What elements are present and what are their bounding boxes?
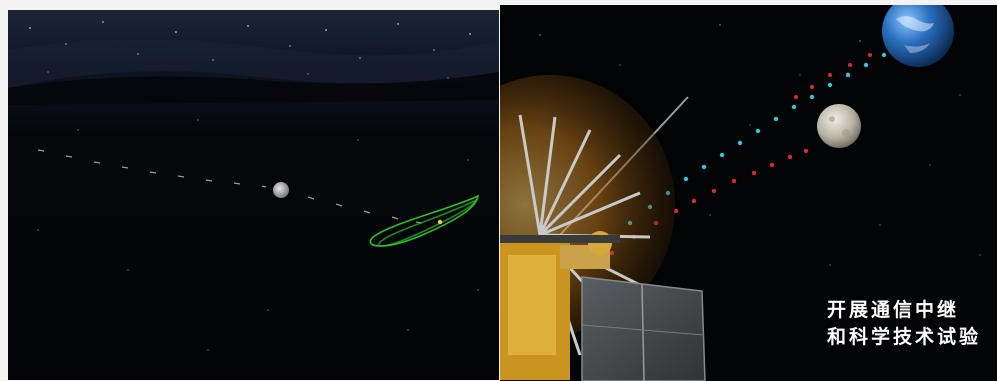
moon-small	[273, 182, 289, 198]
star-field	[539, 24, 981, 266]
orbit-scene-graphic	[8, 10, 499, 380]
star-field	[29, 21, 479, 351]
transfer-trajectory	[37, 149, 423, 224]
earth	[882, 5, 954, 67]
orbit-scene-panel	[8, 10, 499, 380]
caption-line-2: 和科学技术试验	[826, 326, 981, 348]
satellite-body	[500, 231, 620, 380]
caption-text: 开展通信中继 和科学技术试验	[827, 297, 981, 351]
milky-way-band	[8, 39, 499, 88]
relay-satellite-marker	[437, 219, 443, 225]
caption-line-1: 开展通信中继	[826, 299, 959, 321]
solar-panel	[581, 276, 706, 381]
relay-satellite-panel: 开展通信中继 和科学技术试验	[500, 5, 997, 381]
moon	[817, 104, 861, 148]
halo-orbit-path	[369, 194, 480, 247]
relay-satellite-graphic	[500, 5, 997, 381]
